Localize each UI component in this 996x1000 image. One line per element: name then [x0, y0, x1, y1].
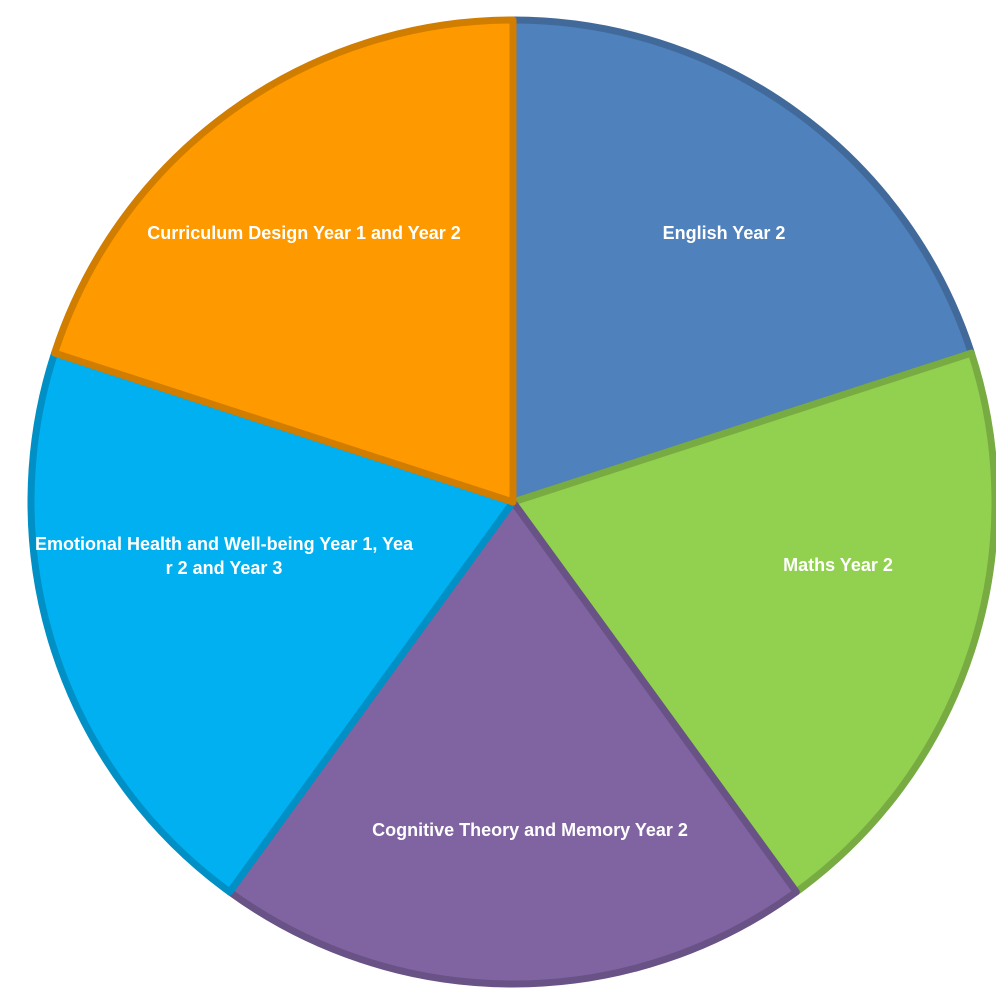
pie-slice-2 [509, 349, 996, 896]
pie-slice-label-5: Curriculum Design Year 1 and Year 2 [147, 223, 460, 243]
pie-slice-label-2: Maths Year 2 [783, 555, 893, 575]
pie-slices [27, 16, 996, 988]
pie-slice-label-3: Cognitive Theory and Memory Year 2 [372, 820, 688, 840]
pie-slice-label-1: English Year 2 [663, 223, 786, 243]
pie-labels: English Year 2 Maths Year 2 Cognitive Theo… [35, 223, 893, 840]
pie-slice-1 [509, 16, 975, 506]
pie-slice-label-4: Emotional Health and Well-being Year 1, … [35, 534, 414, 578]
pie-slice-3 [226, 498, 800, 988]
pie-slice-4 [27, 349, 517, 896]
pie-slice-5 [51, 16, 517, 506]
